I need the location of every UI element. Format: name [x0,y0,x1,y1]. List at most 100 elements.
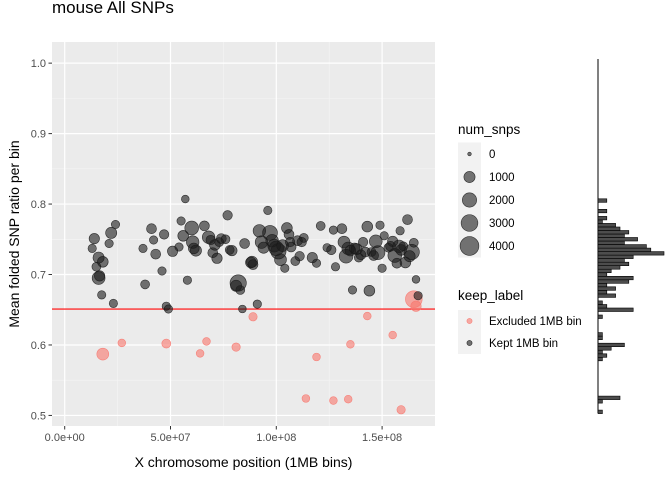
histogram-bar [597,304,608,309]
x-axis-ticks: 0.0e+00 5.0e+07 1.0e+08 1.5e+08 [45,426,402,444]
histogram-bar [597,395,621,400]
size-legend-label: 0 [489,149,495,161]
y-tick-label: 0.7 [31,270,46,282]
point-kept-1mb-bin [146,223,157,234]
point-kept-1mb-bin [97,290,107,300]
size-legend-key-circle [467,151,472,157]
point-kept-1mb-bin [235,285,246,295]
point-kept-1mb-bin [157,266,167,276]
point-kept-1mb-bin [238,304,247,314]
point-kept-1mb-bin [411,275,421,284]
size-legend-label: 3000 [489,218,515,230]
point-kept-1mb-bin [138,243,148,253]
point-excluded-1mb-bin [301,394,311,403]
histogram-bar [597,261,630,267]
histogram-bar [597,279,630,284]
point-kept-1mb-bin [395,226,405,236]
histogram-bar [597,216,608,221]
point-kept-1mb-bin [379,231,389,241]
histogram-bar [597,237,638,242]
point-kept-1mb-bin [311,258,321,268]
histogram-bar [597,268,612,274]
size-legend-label: 4000 [489,241,515,253]
point-kept-1mb-bin [182,275,192,285]
marginal-histogram [597,59,665,414]
point-kept-1mb-bin [375,220,385,230]
histogram-bar [597,300,603,305]
histogram-bar [597,356,603,362]
histogram-bar [597,226,621,231]
histogram-bar [597,251,665,256]
point-kept-1mb-bin [199,220,210,232]
color-legend: keep_label Excluded 1MB bin Kept 1MB bin [458,288,582,354]
point-excluded-1mb-bin [329,396,338,405]
x-tick-label: 1.0e+08 [256,432,296,444]
point-kept-1mb-bin [174,242,184,252]
point-kept-1mb-bin [211,252,223,264]
color-legend-key-dot [466,340,473,346]
point-kept-1mb-bin [328,225,338,235]
color-legend-keys: Excluded 1MB bin Kept 1MB bin [458,310,582,354]
y-tick-label: 1.0 [31,58,46,70]
histogram-bar [597,275,634,281]
point-excluded-1mb-bin [388,330,397,340]
x-tick-label: 5.0e+07 [150,432,190,444]
y-tick-label: 0.6 [31,340,46,352]
point-kept-1mb-bin [105,226,118,239]
histogram-bar [597,314,603,319]
x-axis-label: X chromosome position (1MB bins) [135,454,353,470]
point-excluded-1mb-bin [396,405,406,415]
point-kept-1mb-bin [252,299,262,309]
point-kept-1mb-bin [94,270,106,282]
histogram-bar [597,353,608,358]
point-kept-1mb-bin [104,239,114,249]
point-kept-1mb-bin [159,229,170,240]
point-kept-1mb-bin [299,233,309,243]
histogram-bar [597,335,603,341]
data-points [87,194,423,415]
point-kept-1mb-bin [140,279,150,290]
point-excluded-1mb-bin [363,311,372,321]
histogram-bar [597,230,630,235]
chart-title: mouse All SNPs [52,0,174,17]
point-kept-1mb-bin [226,245,238,257]
point-kept-1mb-bin [285,241,297,253]
y-tick-label: 0.5 [31,410,46,422]
point-kept-1mb-bin [330,262,340,272]
point-kept-1mb-bin [189,244,202,257]
histogram-bar [597,240,625,245]
point-kept-1mb-bin [274,253,287,266]
point-kept-1mb-bin [176,216,186,226]
size-legend-keys: 0 1000 2000 3000 4000 [458,142,515,258]
point-kept-1mb-bin [220,234,231,245]
point-kept-1mb-bin [358,237,369,248]
point-kept-1mb-bin [239,238,250,249]
x-tick-label: 1.5e+08 [362,432,402,444]
point-kept-1mb-bin [247,259,259,270]
point-kept-1mb-bin [111,220,121,230]
point-kept-1mb-bin [377,263,387,273]
histogram-bar [597,209,608,214]
histogram-bar [597,272,608,277]
point-kept-1mb-bin [108,298,118,308]
histogram-bar [597,223,616,228]
histogram-bar [597,254,634,259]
histogram-bar [597,342,625,348]
histogram-bar [597,219,603,224]
histogram-bar [597,198,608,203]
histogram-bar [597,307,634,312]
point-kept-1mb-bin [370,245,386,261]
point-excluded-1mb-bin [161,338,172,349]
point-kept-1mb-bin [347,285,357,295]
point-excluded-1mb-bin [231,342,241,352]
histogram-bar [597,290,608,295]
point-kept-1mb-bin [336,223,348,234]
point-kept-1mb-bin [263,205,273,215]
x-tick-label: 0.0e+00 [45,432,85,444]
point-kept-1mb-bin [184,220,199,236]
size-legend-label: 2000 [489,195,515,207]
histogram-bar [597,282,608,288]
point-excluded-1mb-bin [117,338,126,348]
point-excluded-1mb-bin [344,395,353,404]
